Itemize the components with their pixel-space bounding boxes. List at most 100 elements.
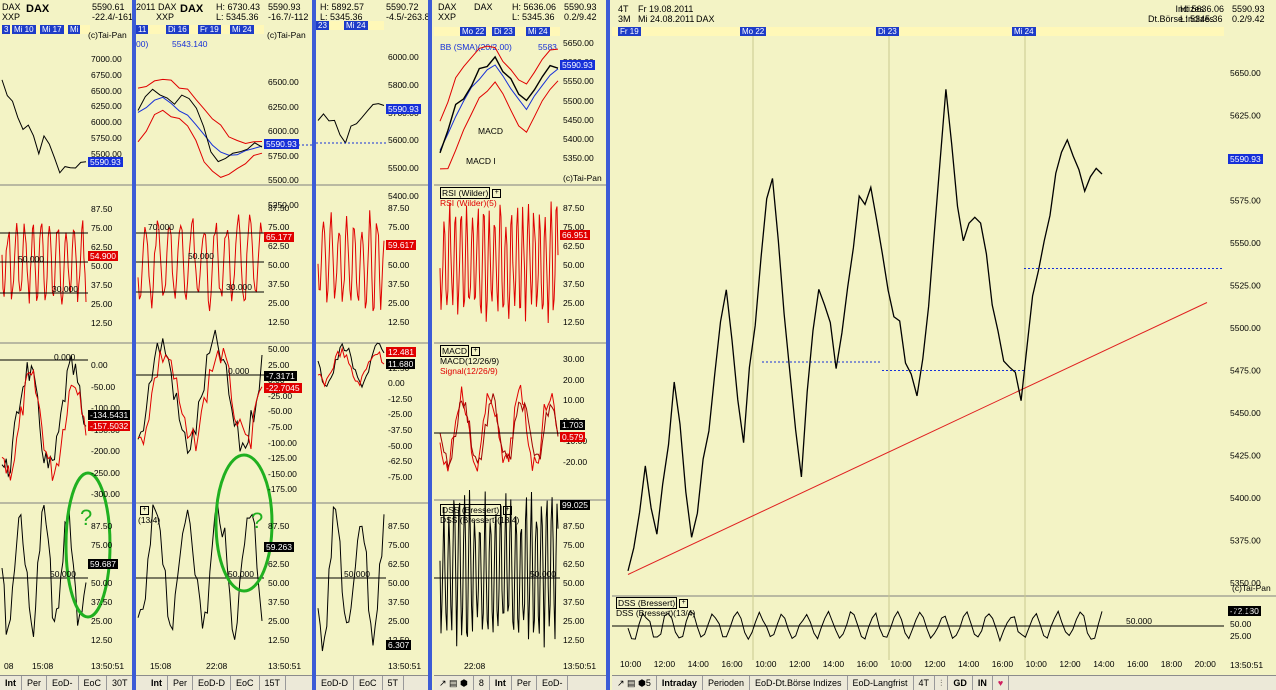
date-marker: 23 (316, 21, 329, 30)
expand-icon[interactable]: + (492, 189, 502, 199)
tab[interactable]: Int (146, 676, 168, 690)
panel-separator[interactable] (132, 0, 136, 690)
tab[interactable]: 5T (383, 676, 405, 690)
timeframe-select[interactable]: 4T (914, 676, 936, 690)
macd-scale-label: -100.00 (91, 403, 120, 413)
macd-zero-label: 0.000 (54, 352, 76, 362)
price-scale-label: 5250.00 (268, 199, 299, 210)
tab[interactable]: EoC (79, 676, 108, 690)
toolbar-tools[interactable]: ↗ ▤ ⬢ (434, 676, 474, 690)
panel-4-tabs: ↗ ▤ ⬢ 8 Int Per EoD- (434, 675, 606, 690)
tab[interactable]: 8 (474, 676, 490, 690)
price-scale-label: 5750.00 (91, 132, 122, 143)
tab[interactable]: 15T (260, 676, 287, 690)
bb-value: 5583 (538, 42, 557, 52)
macd-scale-label: 10.00 (563, 395, 585, 405)
tab[interactable]: EoD-D (316, 676, 355, 690)
panel-2-datebar: 11 Di 16 Fr 19 Mi 24 (136, 25, 264, 34)
tab[interactable]: 30T (107, 676, 132, 690)
x-tick: 13:50:51 (388, 661, 422, 671)
panel-separator[interactable] (312, 0, 316, 690)
macd-scale-label: -100.00 (268, 437, 297, 448)
panel-2-plots (136, 78, 312, 640)
rsi-scale-label: 37.50 (388, 279, 410, 289)
expand-icon[interactable]: + (140, 506, 149, 516)
tab[interactable]: Per (168, 676, 194, 690)
rsi-scale-label: 62.50 (91, 242, 113, 252)
tab[interactable]: Int (490, 676, 512, 690)
panel-3-signal-line (317, 346, 385, 388)
y-tick-label: 5500.00 (1230, 323, 1261, 333)
dss-scale-label: 87.50 (563, 521, 585, 531)
dss-scale-label: 50.00 (1230, 618, 1252, 629)
x-tick-label: 20:00 (1195, 659, 1217, 669)
tab[interactable]: EoC (354, 676, 383, 690)
tab[interactable]: Per (512, 676, 537, 690)
rsi-mid-label: 50.000 (188, 251, 214, 261)
panel-4-title: DAX (474, 2, 493, 12)
gd-button[interactable]: GD (948, 676, 973, 690)
panel-2-bb-lower (137, 109, 263, 178)
x-tick: 22:08 (464, 661, 486, 671)
tab-eod-langfrist[interactable]: EoD-Langfrist (848, 676, 914, 690)
price-tag: 5590.93 (88, 157, 123, 167)
expand-icon[interactable]: + (503, 506, 513, 516)
panel-4-rsi-line (439, 201, 559, 324)
rsi-low-label: 30.000 (52, 284, 78, 294)
rsi-scale-label: 87.50 (91, 204, 113, 214)
tab[interactable]: EoD-D (193, 676, 232, 690)
x-tick: 15:08 (150, 661, 172, 671)
rsi-title: RSI (Wilder) + RSI (Wilder)(5) (440, 187, 502, 208)
dss-scale-label: 25.00 (91, 616, 113, 626)
in-button[interactable]: IN (973, 676, 993, 690)
price-scale-label: 5600.00 (388, 135, 419, 146)
tab[interactable]: Int (0, 676, 22, 690)
macd-scale-label: -37.50 (388, 424, 413, 435)
expand-icon[interactable]: + (679, 599, 689, 609)
tab-perioden[interactable]: Perioden (703, 676, 750, 690)
tab-eod-indizes[interactable]: EoD-Dt.Börse Indizes (750, 676, 848, 690)
dss-scale-label: 87.50 (268, 521, 290, 531)
tab[interactable]: Per (22, 676, 48, 690)
macd-scale-label: -50.00 (268, 406, 293, 417)
tab[interactable]: EoD- (47, 676, 79, 690)
panel-1-plots (0, 79, 132, 637)
x-tick-label: 16:00 (857, 659, 879, 669)
macd-scale-label: -62.50 (388, 456, 413, 467)
price-scale-label: 5550.00 (563, 76, 594, 87)
heart-icon[interactable]: ♥ (993, 676, 1010, 690)
y-tick-label: 5425.00 (1230, 451, 1261, 461)
question-mark-annotation: ? (80, 505, 93, 530)
rsi-scale-label: 12.50 (268, 317, 290, 327)
x-tick: 13:50:51 (268, 661, 302, 671)
panel-4-symbol: DAX XXP (438, 2, 457, 22)
main-price-line (627, 89, 1103, 572)
date-marker: Mi 10 (12, 25, 36, 34)
panel-4: DAX XXP DAX H: 5636.06 L: 5345.36 5590.93 0… (434, 0, 606, 690)
toolbar-tools[interactable]: ↗ ▤ ⬢5 (612, 676, 657, 690)
dss-scale-label: 50.00 (563, 578, 585, 588)
macd-scale-label: -250.00 (91, 467, 120, 478)
rsi-scale-label: 12.50 (91, 318, 113, 328)
dss-scale-label: 62.50 (388, 559, 410, 569)
tab[interactable]: EoD- (537, 676, 569, 690)
macd-scale-label: -75.00 (388, 471, 413, 482)
tab-intraday[interactable]: Intraday (657, 676, 703, 690)
panel-2-prices: 5590.93 -16.7/-112 (268, 2, 309, 22)
panel-separator[interactable] (606, 0, 610, 690)
date-marker: 11 (136, 25, 149, 34)
dss-scale-label: 25.00 (268, 616, 290, 626)
panel-separator[interactable] (428, 0, 432, 690)
expand-icon[interactable]: + (471, 347, 481, 357)
chart-type-icon[interactable]: ⫶ (935, 676, 949, 690)
signal-tag: 0.579 (560, 432, 586, 442)
rsi-scale-label: 75.00 (563, 222, 585, 232)
signal-tag: 11.680 (386, 359, 416, 369)
panel-4-rsi-scale: 87.50 75.00 62.50 50.00 37.50 25.00 12.50 (563, 199, 584, 332)
tab[interactable]: EoC (231, 676, 260, 690)
rsi-high-label: 70.000 (148, 222, 174, 232)
dss-mid-label: 50.000 (50, 569, 76, 579)
rsi-scale-label: 25.00 (91, 299, 113, 309)
dss-header: + (13/4) (138, 506, 161, 526)
main-chart: 5650.005625.005600.005575.005550.005525.… (612, 36, 1276, 669)
